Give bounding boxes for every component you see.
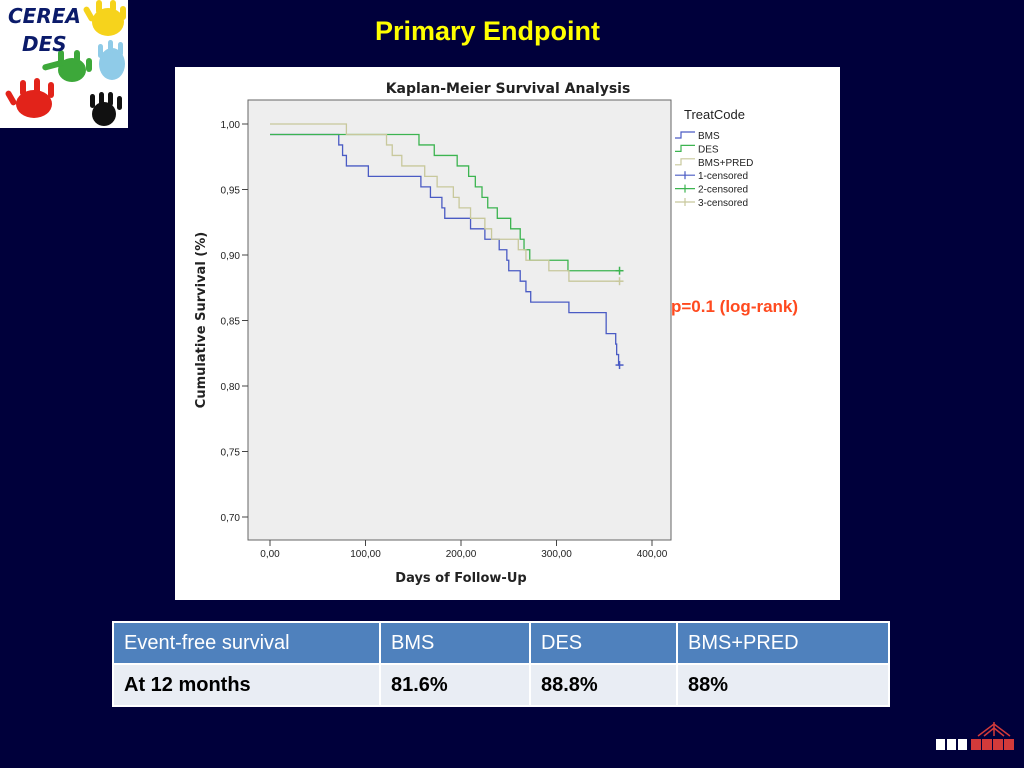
results-table: Event-free survival BMS DES BMS+PRED At … [112,621,890,707]
cerea-des-logo: CEREA DES [0,0,128,128]
x-tick-label: 300,00 [541,549,572,560]
table-header-cell: BMS [379,621,531,665]
legend-label: 1-censored [698,171,748,182]
pvalue-annotation: p=0.1 (log-rank) [671,297,799,316]
legend-swatch [675,158,695,166]
series-lines [270,123,624,370]
y-tick-label: 1,00 [221,120,241,131]
series-line [270,133,620,272]
table-cell: 88.8% [529,663,678,707]
chart-title: Kaplan-Meier Survival Analysis [386,81,631,97]
table-cell: 88% [676,663,890,707]
logo-text: CEREA DES [8,2,81,58]
x-tick-label: 200,00 [446,549,477,560]
y-tick-label: 0,95 [221,186,241,197]
legend-label: BMS+PRED [698,158,753,169]
table-cell: At 12 months [112,663,381,707]
y-tick-label: 0,80 [221,382,241,393]
legend-label: 2-censored [698,185,748,196]
legend: BMS DES BMS+PRED 1-censored 2-censored 3-cens… [675,131,753,209]
legend-label: 3-censored [698,198,748,209]
km-chart: Kaplan-Meier Survival Analysis 0,70 0,75 0… [175,67,840,600]
axes: 0,70 0,75 0,80 0,85 0,90 0,95 1,00 0,00 100,00 20… [221,120,668,560]
slide-title: Primary Endpoint [374,16,601,46]
y-tick-label: 0,85 [221,317,241,328]
logo-text-line2: DES [22,32,67,56]
legend-label: BMS [698,131,720,142]
tct-logo-icon [936,722,1014,750]
logo-text-line1: CEREA [8,4,81,28]
y-tick-label: 0,75 [221,448,241,459]
x-tick-label: 400,00 [637,549,668,560]
y-axis-label: Cumulative Survival (%) [194,232,209,408]
legend-label: DES [698,144,719,155]
table-cell: 81.6% [379,663,531,707]
tct-logo [934,718,1016,754]
table-header-cell: BMS+PRED [676,621,890,665]
series-line [270,133,620,366]
legend-swatch [675,131,695,139]
y-tick-label: 0,90 [221,251,241,262]
x-axis-label: Days of Follow-Up [395,571,526,586]
painted-hands-icon [5,0,126,126]
table-row: At 12 months 81.6% 88.8% 88% [112,663,890,707]
plot-area [247,99,672,541]
table-header-row: Event-free survival BMS DES BMS+PRED [112,621,890,665]
x-tick-label: 100,00 [350,549,381,560]
series-line [270,123,620,282]
table-header-cell: Event-free survival [112,621,381,665]
table-header-cell: DES [529,621,678,665]
legend-swatch [675,144,695,152]
km-chart-svg: Kaplan-Meier Survival Analysis 0,700,750… [194,81,753,586]
y-tick-label: 0,70 [221,513,241,524]
x-tick-label: 0,00 [260,549,280,560]
legend-title: TreatCode [684,107,745,122]
